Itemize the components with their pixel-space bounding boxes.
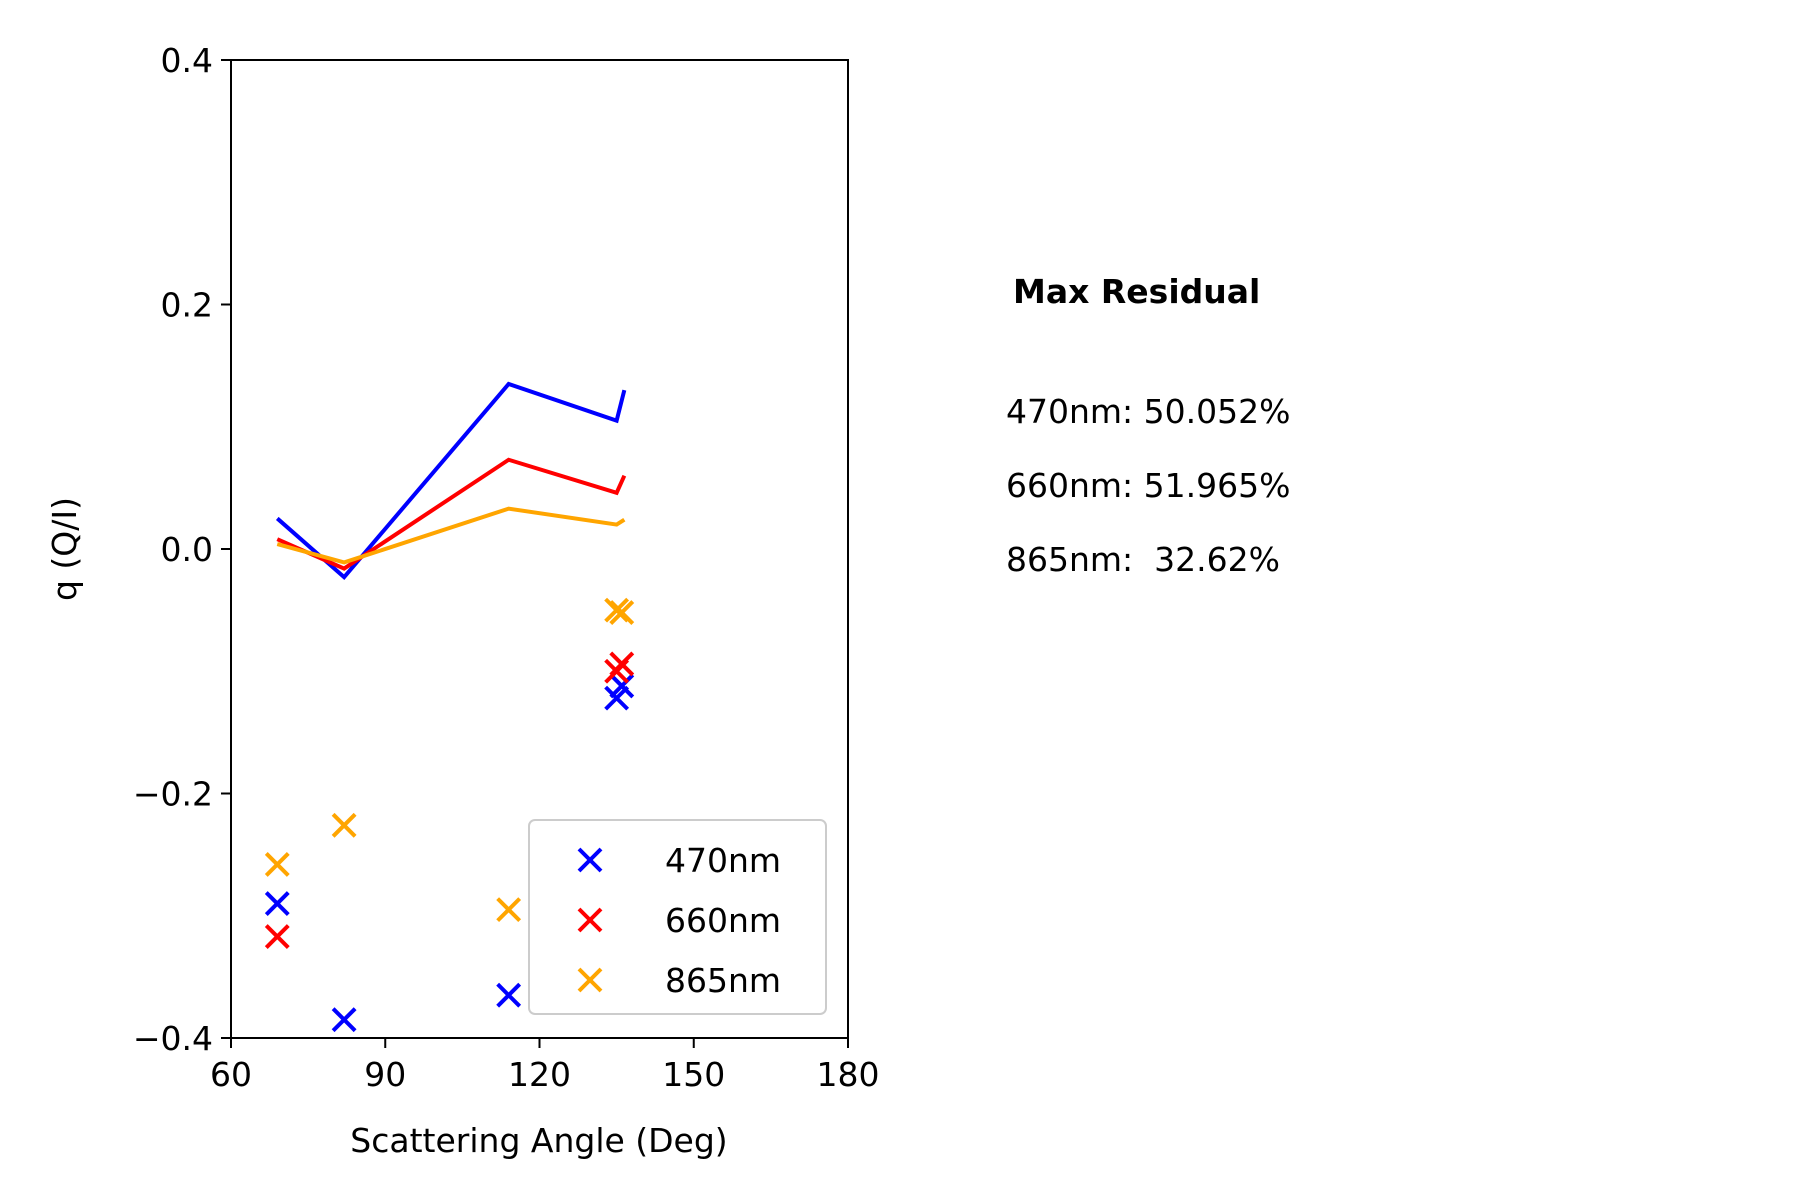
x-tick-label: 180 (817, 1055, 880, 1094)
max-residual-panel: Max Residual 470nm: 50.052% 660nm: 51.96… (1006, 272, 1290, 579)
y-tick-label: 0.4 (161, 41, 213, 80)
data-point-470nm (331, 1007, 357, 1033)
legend-label-865nm: 865nm (665, 961, 781, 1000)
data-point-865nm (331, 812, 357, 838)
y-tick-label: 0.2 (161, 286, 213, 325)
legend-marker-470nm (577, 847, 603, 873)
data-point-660nm (264, 924, 290, 949)
plot-content (264, 381, 635, 1033)
legend-label-470nm: 470nm (665, 841, 781, 880)
x-tick-label: 120 (508, 1055, 571, 1094)
data-point-865nm (264, 851, 290, 877)
y-tick-label: −0.4 (133, 1019, 213, 1058)
series-line-660nm (276, 457, 627, 571)
y-axis-label: q (Q/I) (45, 497, 84, 601)
series-line-865nm (276, 506, 626, 565)
legend-box (528, 819, 827, 1015)
x-tick-label: 150 (662, 1055, 725, 1094)
legend-marker-865nm (577, 967, 603, 993)
residual-line-660nm: 660nm: 51.965% (1006, 466, 1290, 505)
legend: 470nm 660nm 865nm (528, 819, 827, 1015)
axis-ticks: 60 90 120 150 180 −0.4 −0.2 0.0 0.2 0.4 (133, 41, 880, 1094)
data-point-470nm (609, 673, 635, 699)
residual-line-865nm: 865nm: 32.62% (1006, 540, 1280, 579)
legend-label-660nm: 660nm (665, 901, 781, 940)
x-tick-label: 60 (210, 1055, 252, 1094)
data-point-865nm (609, 600, 635, 625)
y-tick-label: 0.0 (161, 530, 213, 569)
data-point-660nm (609, 651, 635, 677)
legend-marker-660nm (577, 907, 603, 933)
max-residual-title: Max Residual (1013, 272, 1260, 311)
x-axis-label: Scattering Angle (Deg) (350, 1121, 727, 1160)
data-point-470nm (264, 891, 290, 916)
y-tick-label: −0.2 (133, 775, 213, 814)
residual-line-470nm: 470nm: 50.052% (1006, 392, 1290, 431)
data-point-865nm (496, 897, 522, 923)
data-point-470nm (496, 982, 522, 1008)
x-tick-label: 90 (364, 1055, 406, 1094)
